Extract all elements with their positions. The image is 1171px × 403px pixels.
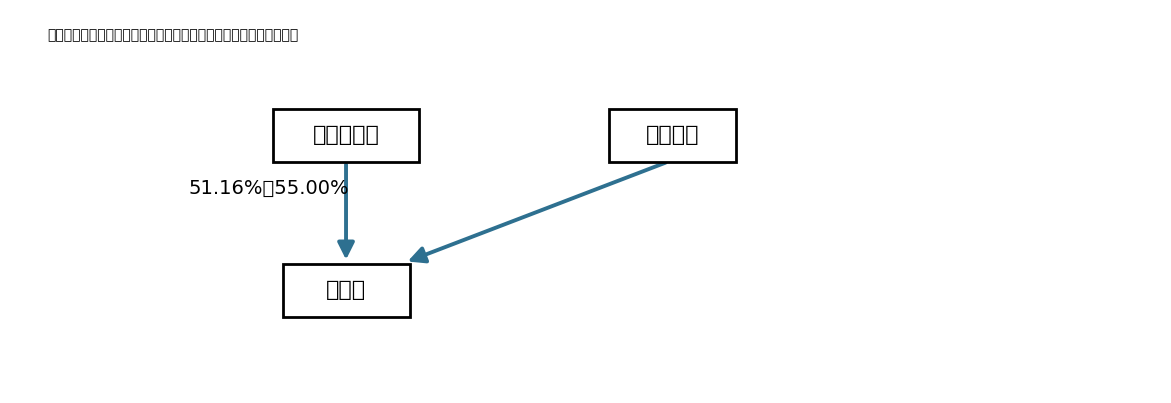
FancyBboxPatch shape — [609, 109, 737, 162]
FancyBboxPatch shape — [274, 109, 419, 162]
Text: 》図表２》エムスリーの公開買い付けの結果（想定されていた形）: 》図表２》エムスリーの公開買い付けの結果（想定されていた形） — [47, 28, 299, 42]
Text: 51.16%～55.00%: 51.16%～55.00% — [189, 179, 349, 197]
Text: エムスリー: エムスリー — [313, 125, 379, 145]
Text: 一般株主: 一般株主 — [646, 125, 699, 145]
FancyBboxPatch shape — [282, 264, 410, 317]
Text: ベネ社: ベネ社 — [326, 280, 367, 300]
